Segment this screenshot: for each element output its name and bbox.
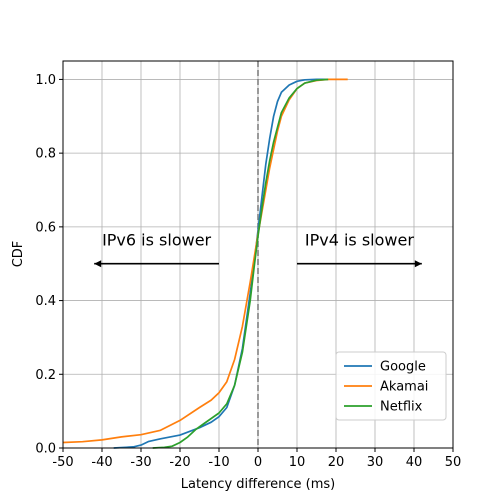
x-tick-label: 0 bbox=[254, 455, 262, 470]
series-line-akamai bbox=[62, 78, 348, 444]
legend-box bbox=[335, 351, 447, 421]
x-tick-label: 50 bbox=[445, 455, 462, 470]
legend: Google Akamai Netflix bbox=[335, 351, 447, 421]
x-tick-label: 30 bbox=[367, 455, 384, 470]
annotation-layer: IPv6 is slower IPv4 is slower bbox=[94, 231, 422, 268]
y-tick-label: 1.0 bbox=[35, 73, 56, 88]
x-tick-label: -50 bbox=[52, 455, 73, 470]
x-tick-label: 40 bbox=[406, 455, 423, 470]
annotation-text: IPv4 is slower bbox=[305, 231, 414, 250]
x-tick-label: -10 bbox=[208, 455, 229, 470]
y-tick-label: 0.8 bbox=[35, 147, 56, 162]
legend-label: Netflix bbox=[380, 400, 423, 415]
annotation-text: IPv6 is slower bbox=[102, 231, 211, 250]
arrow-head bbox=[94, 260, 102, 268]
x-tick-label: -20 bbox=[169, 455, 190, 470]
tick-layer: -50 -40 -30 -20 -10 0 10 20 30 40 50 0.0 0.2 0.4 0.6 0.… bbox=[35, 73, 461, 470]
y-tick-label: 0.0 bbox=[35, 442, 56, 457]
series-layer bbox=[62, 78, 348, 449]
legend-label: Google bbox=[380, 360, 426, 375]
y-axis-label: CDF bbox=[11, 241, 26, 268]
legend-label: Akamai bbox=[380, 380, 428, 395]
x-axis-label: Latency difference (ms) bbox=[181, 477, 336, 492]
x-tick-label: 10 bbox=[289, 455, 306, 470]
y-tick-label: 0.6 bbox=[35, 220, 56, 235]
x-tick-label: -30 bbox=[130, 455, 151, 470]
y-tick-label: 0.4 bbox=[35, 294, 56, 309]
y-tick-label: 0.2 bbox=[35, 368, 56, 383]
x-tick-label: -40 bbox=[91, 455, 112, 470]
series-line-netflix bbox=[152, 78, 329, 449]
arrow-head bbox=[414, 260, 422, 268]
x-tick-label: 20 bbox=[328, 455, 345, 470]
